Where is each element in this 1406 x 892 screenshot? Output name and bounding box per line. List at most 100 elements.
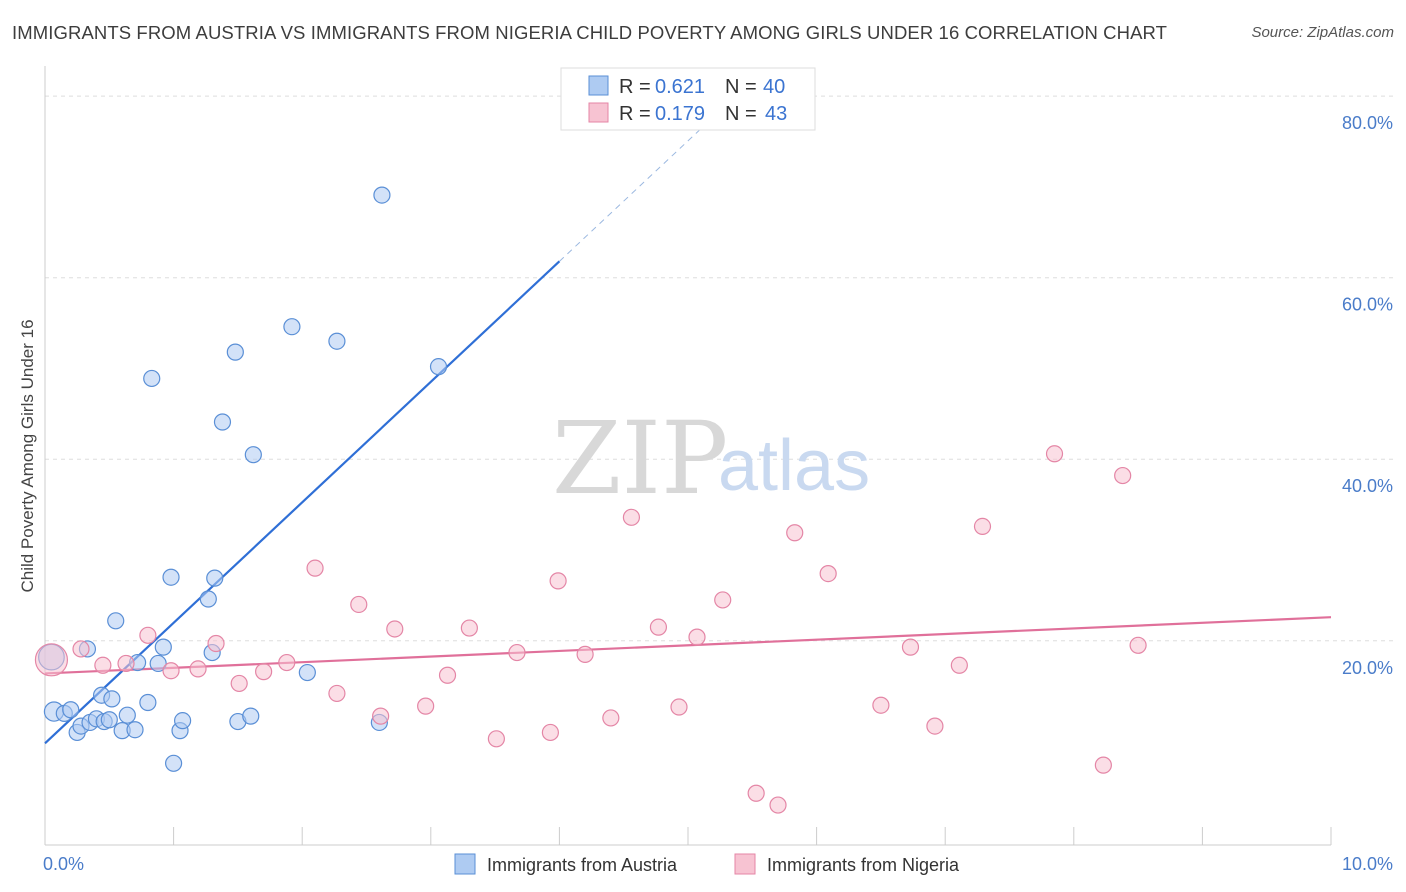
legend-r-value-austria: 0.621: [655, 76, 705, 98]
bottom-legend: Immigrants from Austria Immigrants from …: [454, 853, 960, 875]
nigeria-point-22: [549, 572, 567, 590]
nigeria-point-1: [72, 640, 90, 658]
austria-point-19: [143, 369, 161, 388]
austria-point-39: [429, 358, 448, 376]
austria-point-32: [242, 707, 260, 725]
legend-n-value-nigeria: 43: [765, 103, 787, 125]
austria-point-15: [118, 706, 136, 724]
watermark-zip: ZIP: [552, 400, 728, 517]
austria-point-18: [139, 693, 157, 712]
austria-trend-extension: [559, 128, 702, 262]
nigeria-point-26: [649, 618, 668, 636]
nigeria-point-12: [328, 684, 346, 703]
nigeria-point-10: [278, 653, 296, 672]
nigeria-point-15: [386, 620, 404, 638]
nigeria-point-5: [162, 662, 180, 680]
nigeria-point-3: [117, 654, 135, 673]
austria-point-13: [107, 612, 125, 630]
source-credit: Source: ZipAtlas.com: [1251, 24, 1394, 41]
nigeria-point-27: [670, 698, 688, 716]
nigeria-point-13: [350, 595, 368, 614]
austria-point-21: [154, 638, 172, 656]
bottom-legend-label-austria: Immigrants from Austria: [487, 855, 678, 875]
austria-point-3: [62, 701, 80, 719]
austria-point-20: [149, 654, 167, 673]
austria-point-16: [126, 721, 144, 739]
bottom-legend-swatch-austria: [454, 853, 476, 875]
nigeria-point-24: [602, 709, 620, 727]
nigeria-point-32: [786, 524, 804, 542]
y-tick-label-80: 80.0%: [1342, 113, 1393, 133]
nigeria-point-21: [541, 723, 559, 742]
nigeria-point-2: [94, 656, 112, 674]
nigeria-point-39: [1045, 445, 1064, 463]
austria-point-28: [206, 569, 224, 587]
points-layer: [34, 186, 1147, 814]
y-tick-label-20: 20.0%: [1342, 658, 1393, 678]
austria-point-22: [162, 568, 180, 586]
top-legend: R = 0.621 N = 40 R = 0.179 N = 43: [560, 67, 816, 131]
nigeria-point-28: [688, 628, 706, 646]
grid-layer: [45, 95, 1393, 642]
nigeria-point-8: [230, 674, 248, 693]
legend-r-label-austria: R =: [619, 76, 651, 98]
nigeria-point-7: [207, 634, 225, 653]
x-tick-label-0: 0.0%: [43, 854, 84, 874]
watermark: ZIP atlas: [552, 400, 870, 517]
legend-n-value-austria: 40: [763, 76, 785, 98]
nigeria-point-4: [139, 626, 157, 644]
nigeria-point-38: [973, 517, 992, 536]
nigeria-point-30: [747, 784, 765, 802]
nigeria-point-33: [819, 564, 837, 583]
austria-point-23: [165, 754, 183, 772]
nigeria-trend-line: [44, 616, 1332, 675]
nigeria-point-17: [438, 666, 457, 684]
nigeria-point-31: [769, 796, 787, 814]
nigeria-point-14: [372, 707, 390, 725]
y-tick-label-40: 40.0%: [1342, 476, 1393, 496]
austria-point-38: [373, 186, 391, 204]
nigeria-point-35: [901, 638, 920, 656]
austria-point-12: [103, 690, 121, 708]
nigeria-point-42: [1129, 636, 1147, 654]
austria-point-33: [244, 446, 262, 464]
nigeria-point-19: [487, 730, 505, 748]
nigeria-point-41: [1114, 466, 1132, 485]
y-tick-label-60: 60.0%: [1342, 295, 1393, 315]
nigeria-point-20: [508, 643, 526, 662]
austria-point-34: [283, 318, 301, 336]
nigeria-point-34: [872, 696, 890, 714]
nigeria-point-25: [622, 508, 641, 526]
nigeria-point-29: [714, 591, 732, 609]
legend-n-label-nigeria: N =: [725, 103, 757, 125]
austria-point-26: [199, 590, 217, 608]
bottom-legend-swatch-nigeria: [734, 853, 756, 875]
nigeria-point-40: [1094, 756, 1112, 774]
nigeria-point-18: [460, 619, 478, 637]
axes-layer: 20.0% 40.0% 60.0% 80.0% 0.0% 10.0%: [43, 66, 1393, 874]
austria-point-36: [328, 332, 346, 350]
chart-title: IMMIGRANTS FROM AUSTRIA VS IMMIGRANTS FR…: [12, 22, 1168, 43]
nigeria-point-37: [950, 656, 968, 674]
legend-r-value-nigeria: 0.179: [655, 103, 705, 125]
austria-point-35: [298, 663, 316, 682]
nigeria-point-0: [34, 643, 69, 677]
nigeria-point-16: [417, 697, 435, 715]
austria-point-29: [213, 413, 232, 431]
legend-swatch-austria: [588, 75, 609, 96]
nigeria-point-11: [306, 559, 324, 577]
legend-swatch-nigeria: [588, 102, 609, 123]
austria-point-30: [226, 343, 244, 361]
legend-r-label-nigeria: R =: [619, 103, 651, 125]
legend-n-label-austria: N =: [725, 76, 757, 98]
nigeria-point-36: [926, 717, 944, 735]
austria-point-11: [100, 711, 118, 729]
watermark-atlas: atlas: [718, 426, 870, 506]
bottom-legend-label-nigeria: Immigrants from Nigeria: [767, 855, 960, 875]
y-axis-title: Child Poverty Among Girls Under 16: [18, 319, 37, 592]
nigeria-point-9: [255, 663, 273, 681]
nigeria-point-6: [189, 660, 207, 678]
nigeria-point-23: [576, 645, 594, 663]
austria-point-25: [174, 712, 192, 730]
